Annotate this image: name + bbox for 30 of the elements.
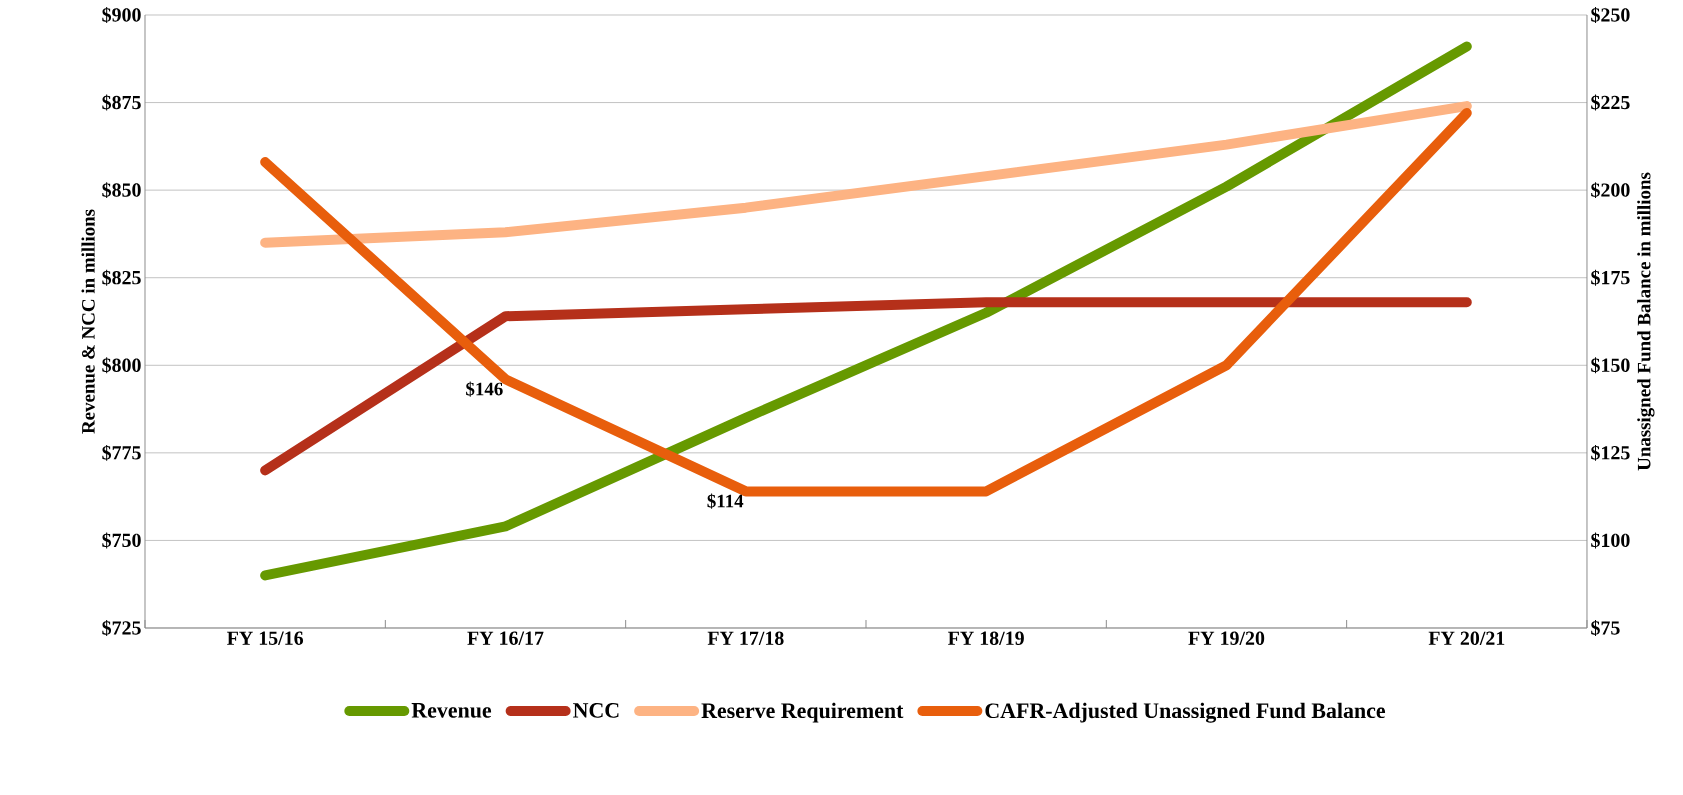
y-tick-label: $800 [102,357,141,374]
data-label: $114 [707,493,744,509]
legend-label: NCC [573,703,619,718]
y2-tick-label: $200 [1591,182,1630,199]
y2-tick-label: $125 [1591,444,1630,461]
y-tick-label: $725 [102,620,141,636]
legend-label: CAFR-Adjusted Unassigned Fund Balance [985,702,1386,723]
y-tick-label: $875 [102,94,141,111]
x-tick-label: FY 19/20 [1188,631,1265,645]
y-tick-label: $775 [102,444,141,461]
y2-tick-label: $75 [1591,620,1620,636]
x-tick-label: FY 16/17 [467,631,544,645]
y2-tick-label: $100 [1591,532,1630,549]
data-label: $146 [466,381,503,397]
x-tick-label: FY 18/19 [948,631,1024,645]
y-tick-label: $825 [102,269,141,286]
y2-tick-label: $150 [1591,357,1630,374]
y2-axis-title: Unassigned Fund Balance in millions [1637,172,1655,471]
legend-label: Revenue [411,703,492,718]
y-tick-label: $750 [102,532,141,549]
x-tick-label: FY 15/16 [227,631,304,645]
y-tick-label: $850 [102,182,141,199]
y-tick-label: $900 [102,7,141,23]
y2-tick-label: $225 [1591,94,1630,111]
x-tick-label: FY 20/21 [1428,631,1505,645]
legend-label: Reserve Requirement [701,702,904,723]
y2-tick-label: $250 [1591,7,1630,23]
y2-tick-label: $175 [1591,269,1630,286]
y-axis-title: Revenue & NCC in millions [81,209,95,434]
x-tick-label: FY 17/18 [707,631,784,645]
